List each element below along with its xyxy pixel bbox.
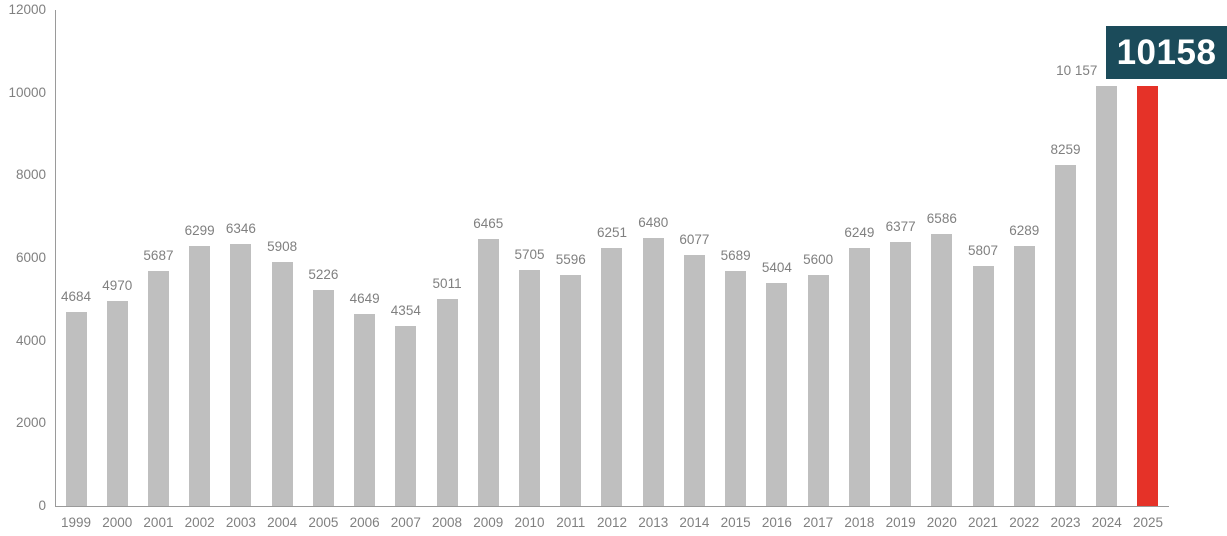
x-tick-label-2003: 2003	[225, 515, 256, 530]
x-tick-label-2000: 2000	[102, 515, 133, 530]
x-tick-label-2024: 2024	[1091, 515, 1122, 530]
x-tick-label-2023: 2023	[1050, 515, 1081, 530]
x-tick-label-2001: 2001	[143, 515, 174, 530]
bar-value-label-2021: 5807	[968, 242, 999, 258]
x-tick-label-2005: 2005	[308, 515, 339, 530]
bar-2005	[312, 289, 334, 506]
y-tick-label: 10000	[8, 84, 46, 100]
x-tick-label-2025: 2025	[1132, 515, 1163, 530]
bar-value-label-2015: 5689	[720, 247, 751, 263]
y-tick-label: 8000	[15, 167, 46, 183]
y-tick-label: 4000	[15, 332, 46, 348]
x-tick-label-2014: 2014	[679, 515, 710, 530]
bar-2014	[683, 254, 705, 506]
bar-2006	[354, 313, 376, 506]
bar-value-label-2014: 6077	[679, 231, 710, 247]
highlight-value-label: 10158	[1116, 33, 1217, 72]
bar-value-label-2005: 5226	[308, 266, 339, 282]
x-tick-label-2008: 2008	[432, 515, 463, 530]
x-tick-label-2011: 2011	[556, 515, 586, 530]
bar-value-label-2022: 6289	[1009, 223, 1040, 239]
bar-value-label-2018: 6249	[844, 224, 875, 240]
bar-value-label-2009: 6465	[473, 215, 504, 231]
bar-value-label-2024: 10 157	[1056, 63, 1098, 79]
bar-value-label-2012: 6251	[596, 224, 627, 240]
bar-value-label-2008: 5011	[432, 275, 462, 291]
bar-value-label-2016: 5404	[761, 259, 792, 275]
x-tick-label-2017: 2017	[803, 515, 834, 530]
bar-value-label-2020: 6586	[926, 210, 957, 226]
bar-2024	[1096, 86, 1118, 506]
bar-value-label-2023: 8259	[1050, 141, 1081, 157]
bar-2018	[848, 247, 870, 506]
y-tick-label: 2000	[15, 415, 46, 431]
y-axis-line	[55, 10, 56, 507]
bar-value-label-2019: 6377	[885, 219, 916, 235]
y-tick-label: 6000	[15, 250, 46, 265]
bar-2000	[106, 300, 128, 506]
x-tick-label-2020: 2020	[926, 515, 957, 530]
x-tick-label-2006: 2006	[349, 515, 380, 530]
x-tick-label-2018: 2018	[844, 515, 875, 530]
bar-2021	[972, 265, 994, 506]
bar-value-label-2001: 5687	[143, 247, 174, 263]
bar-2007	[395, 326, 417, 506]
bar-value-label-2011: 5596	[555, 251, 586, 267]
bar-2004	[271, 261, 293, 506]
x-tick-label-2002: 2002	[184, 515, 215, 530]
x-tick-label-2010: 2010	[514, 515, 545, 530]
bar-value-label-2006: 4649	[349, 290, 380, 306]
bar-2023	[1055, 164, 1077, 506]
bar-value-label-2010: 5705	[514, 247, 545, 263]
bar-2012	[601, 247, 623, 506]
x-tick-label-2009: 2009	[473, 515, 504, 530]
bar-2010	[519, 270, 541, 506]
bar-2008	[436, 298, 458, 506]
bar-2016	[766, 282, 788, 506]
bar-value-label-2004: 5908	[267, 238, 298, 254]
bar-2025	[1137, 86, 1159, 506]
bar-2017	[807, 274, 829, 506]
bar-2022	[1013, 246, 1035, 506]
bar-2020	[931, 233, 953, 506]
bar-2001	[147, 270, 169, 506]
bar-value-label-1999: 4684	[60, 289, 92, 305]
x-tick-label-2019: 2019	[885, 515, 916, 530]
x-tick-label-2016: 2016	[761, 515, 792, 530]
x-tick-label-2004: 2004	[267, 515, 298, 530]
x-axis-line	[55, 506, 1169, 507]
bar-value-label-2003: 6346	[225, 220, 256, 236]
bar-1999	[65, 312, 87, 506]
bar-2009	[477, 238, 499, 506]
highlight-value-callout: 10158	[1106, 26, 1227, 79]
x-tick-label-1999: 1999	[60, 515, 92, 530]
bar-value-label-2013: 6480	[638, 215, 669, 231]
bar-value-label-2017: 5600	[803, 251, 834, 267]
bar-2011	[560, 274, 582, 506]
x-tick-label-2012: 2012	[596, 515, 627, 530]
bar-value-label-2000: 4970	[102, 277, 133, 293]
x-tick-label-2013: 2013	[638, 515, 669, 530]
x-tick-label-2022: 2022	[1009, 515, 1040, 530]
bar-value-label-2007: 4354	[390, 303, 421, 319]
bar-value-label-2002: 6299	[184, 222, 215, 238]
y-tick-label: 12000	[8, 2, 46, 17]
x-tick-label-2007: 2007	[390, 515, 421, 530]
bar-2003	[230, 243, 252, 506]
bar-2013	[642, 238, 664, 506]
bar-2019	[890, 242, 912, 506]
x-tick-label-2021: 2021	[968, 515, 999, 530]
bar-2002	[189, 245, 211, 506]
y-tick-label: 0	[38, 498, 46, 513]
x-tick-label-2015: 2015	[720, 515, 751, 530]
bar-2015	[725, 270, 747, 506]
